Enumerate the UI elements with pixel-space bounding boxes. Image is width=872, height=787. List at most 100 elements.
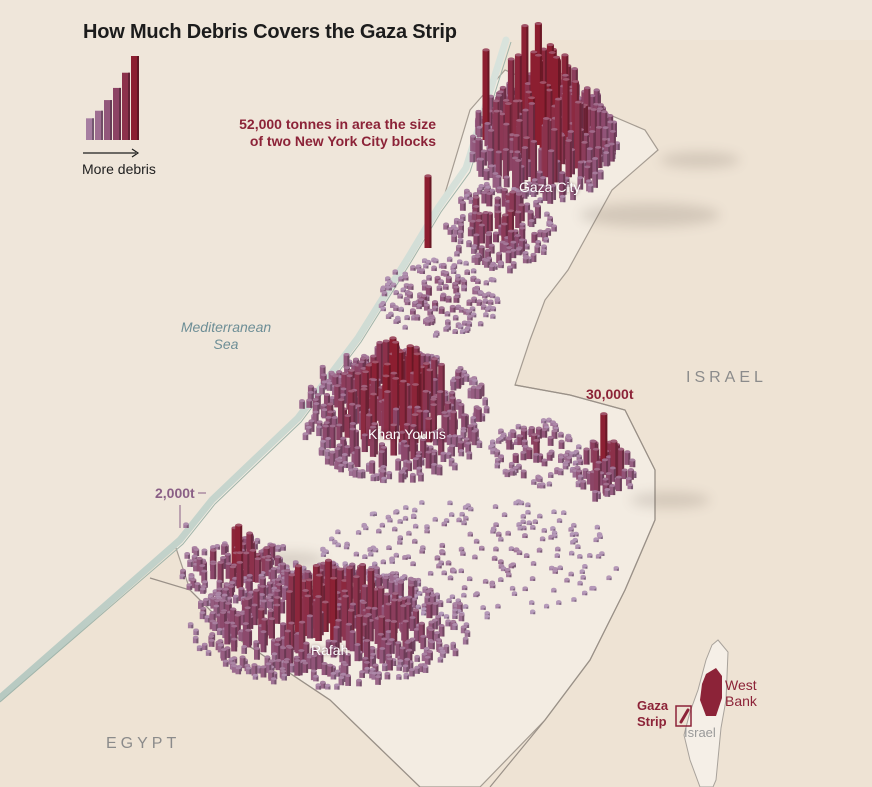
debris-bar — [414, 665, 420, 674]
debris-bar — [260, 630, 267, 653]
debris-bar — [402, 664, 409, 673]
debris-bar — [437, 656, 444, 663]
debris-bar — [450, 410, 457, 439]
legend-bar — [104, 100, 112, 140]
debris-bar — [569, 532, 576, 537]
debris-bar — [313, 674, 319, 682]
debris-bar — [514, 53, 522, 138]
debris-bar — [486, 191, 493, 207]
debris-bar — [393, 305, 399, 311]
debris-bar — [402, 554, 408, 560]
debris-bar — [432, 305, 438, 312]
debris-bar — [482, 298, 489, 304]
debris-bar — [217, 560, 224, 583]
debris-bar — [281, 673, 287, 681]
debris-bar — [306, 398, 313, 408]
debris-bar — [439, 542, 446, 548]
debris-bar — [186, 583, 193, 590]
debris-bar — [467, 226, 474, 237]
debris-bar — [393, 552, 399, 558]
debris-bar — [558, 455, 564, 463]
debris-bar — [345, 673, 351, 686]
debris-bar — [452, 608, 458, 614]
debris-bar — [508, 563, 515, 569]
debris-bar — [364, 666, 370, 674]
debris-bar — [406, 530, 412, 536]
debris-bar — [411, 514, 417, 519]
debris-bar — [483, 405, 490, 414]
debris-bar — [338, 463, 344, 473]
debris-bar — [319, 385, 325, 395]
inset-label-israel: Israel — [684, 725, 716, 740]
inset-gaza-line2: Strip — [637, 714, 667, 729]
debris-bar — [193, 628, 199, 636]
debris-bar — [410, 561, 416, 567]
debris-bar — [245, 666, 252, 675]
debris-bar — [294, 658, 301, 676]
debris-bar — [424, 655, 431, 665]
debris-bar — [231, 637, 238, 652]
debris-bar — [462, 636, 469, 645]
debris-bar — [463, 373, 470, 382]
debris-bar — [334, 683, 340, 690]
debris-bar — [507, 265, 513, 274]
debris-bar — [442, 283, 449, 290]
debris-bar — [523, 553, 530, 558]
debris-bar — [387, 517, 393, 523]
debris-bar — [457, 324, 464, 330]
debris-bar — [589, 129, 596, 162]
debris-bar — [453, 295, 460, 303]
debris-bar — [542, 229, 548, 242]
debris-bar — [512, 452, 519, 464]
label-rafah: Rafah — [311, 642, 349, 658]
debris-bar — [268, 617, 275, 639]
debris-bar — [187, 559, 193, 567]
debris-bar — [392, 526, 398, 532]
debris-bar — [543, 116, 550, 178]
debris-bar — [367, 546, 373, 552]
debris-bar — [451, 568, 457, 574]
debris-bar — [526, 181, 533, 194]
debris-bar — [473, 538, 480, 544]
debris-bar — [361, 433, 368, 453]
debris-bar — [438, 306, 445, 314]
debris-bar — [423, 263, 429, 269]
debris-bar — [601, 110, 608, 139]
debris-bar — [529, 600, 535, 605]
debris-bar — [494, 210, 502, 229]
debris-bar — [385, 313, 392, 319]
debris-bar — [201, 548, 208, 556]
debris-bar — [494, 462, 501, 469]
debris-bar — [539, 536, 546, 542]
debris-bar — [509, 190, 516, 216]
debris-bar — [459, 511, 465, 517]
debris-bar — [443, 222, 449, 230]
debris-bar — [526, 520, 532, 526]
annotation-52000-line2: of two New York City blocks — [249, 133, 436, 149]
debris-bar — [506, 572, 512, 578]
debris-bar — [501, 512, 508, 518]
debris-bar — [459, 214, 466, 221]
debris-bar — [522, 586, 528, 592]
debris-bar — [570, 186, 576, 201]
debris-bar — [372, 561, 378, 567]
debris-bar — [302, 661, 309, 673]
debris-bar — [487, 299, 494, 305]
debris-bar — [316, 425, 322, 437]
debris-bar — [482, 397, 488, 406]
debris-bar — [412, 507, 418, 513]
debris-bar — [432, 516, 438, 522]
debris-bar — [531, 231, 538, 243]
debris-bar — [201, 642, 208, 651]
debris-bar — [595, 553, 602, 559]
debris-bar — [577, 175, 584, 190]
debris-bar — [531, 479, 537, 485]
debris-bar — [476, 187, 483, 195]
debris-bar — [335, 529, 341, 535]
debris-bar — [446, 256, 453, 262]
debris-bar — [485, 306, 491, 312]
debris-bar — [302, 432, 309, 441]
debris-bar — [368, 551, 374, 557]
debris-bar — [409, 472, 416, 483]
